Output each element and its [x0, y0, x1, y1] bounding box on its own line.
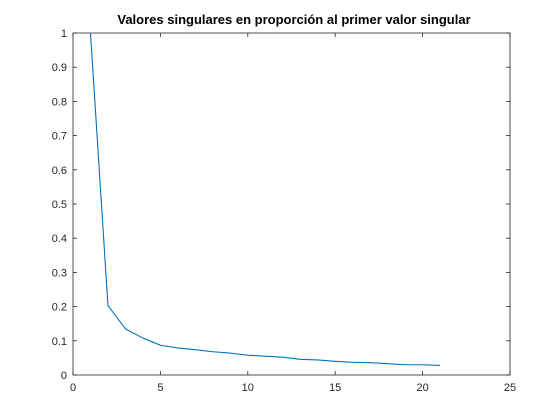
- plot-area: 0 5 10 15 20 25 0 0.1 0.2 0.3 0.4 0.5 0.6 0.7 0.8 0.9 1: [52, 28, 516, 394]
- y-tick-label: 0.4: [52, 233, 67, 245]
- chart-title: Valores singulares en proporción al prim…: [117, 12, 470, 27]
- y-tick-label: 0.6: [52, 165, 67, 177]
- y-tick-label: 0.2: [52, 302, 67, 314]
- x-tick-label: 25: [504, 382, 516, 394]
- y-tick-label: 0.8: [52, 96, 67, 108]
- y-tick-label: 1: [61, 28, 67, 40]
- x-tick-label: 0: [70, 382, 76, 394]
- x-tick-label: 15: [329, 382, 341, 394]
- series-line: [89, 32, 441, 366]
- axes-box: [72, 32, 511, 376]
- x-tick-label: 20: [416, 382, 428, 394]
- y-tick-label: 0.1: [52, 336, 67, 348]
- x-tick-label: 10: [242, 382, 254, 394]
- y-tick-label: 0: [61, 370, 67, 382]
- y-tick-label: 0.9: [52, 62, 67, 74]
- x-tick-label: 5: [157, 382, 163, 394]
- y-tick-label: 0.3: [52, 267, 67, 279]
- y-tick-label: 0.5: [52, 199, 67, 211]
- y-tick-label: 0.7: [52, 131, 67, 143]
